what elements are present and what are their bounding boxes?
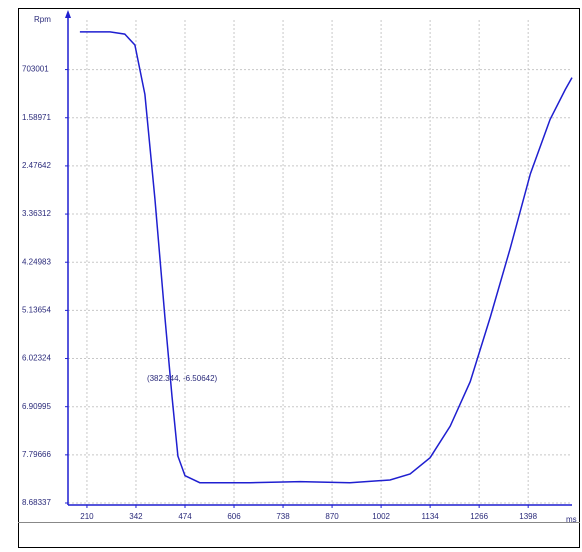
x-tick-label: 342 [129,512,143,521]
x-tick-label: 606 [227,512,241,521]
y-tick-label: 5.13654 [22,305,51,314]
y-tick-label: 6.02324 [22,354,51,363]
x-tick-label: 1266 [470,512,488,521]
annotation: (382.344, -6.50642) [147,374,218,383]
y-axis-label: Rpm [34,15,51,24]
y-tick-label: 1.58971 [22,113,51,122]
y-tick-label: 2.47642 [22,161,51,170]
x-axis-label: ms [566,515,577,524]
y-tick-label: 4.24983 [22,257,51,266]
frame [18,8,580,548]
x-tick-label: 738 [276,512,290,521]
y-tick-label: 8.68337 [22,498,51,507]
x-tick-label: 474 [178,512,192,521]
y-tick-label: 3.36312 [22,209,51,218]
y-axis-arrow [65,10,71,18]
data-line [79,31,573,484]
x-tick-label: 1134 [422,512,440,521]
x-tick-label: 210 [80,512,94,521]
y-tick-label: 6.90995 [22,402,51,411]
x-tick-label: 1398 [519,512,537,521]
y-tick-label: 703001 [22,65,49,74]
y-tick-label: 7.79666 [22,450,51,459]
x-tick-label: 1002 [372,512,390,521]
x-tick-label: 870 [325,512,339,521]
